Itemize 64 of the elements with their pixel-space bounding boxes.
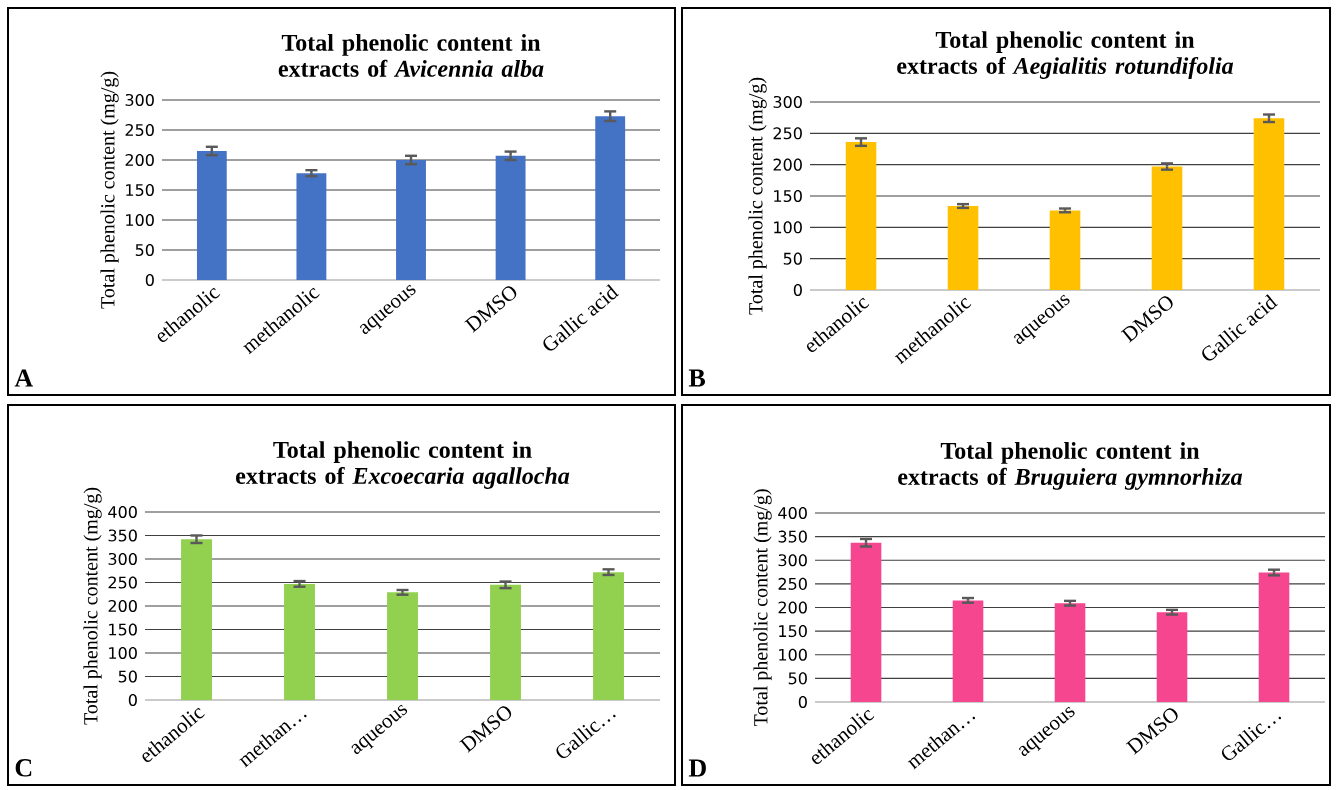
chart-title: Total phenolic content in extracts of Avicennia alba (278, 33, 544, 77)
y-tick-label: 400 (778, 506, 807, 520)
y-tick-label: 0 (128, 693, 137, 707)
y-tick-label: 50 (118, 670, 137, 683)
bar (850, 542, 882, 702)
bar (595, 116, 626, 280)
bar (387, 592, 418, 700)
y-axis-title: Total phenolic content (mg/g) (753, 489, 772, 727)
bar (1054, 603, 1086, 702)
y-tick-label: 300 (778, 554, 807, 567)
y-tick-label: 300 (108, 552, 137, 566)
y-axis-title: Total phenolic content (mg/g) (100, 71, 119, 309)
bar (181, 539, 212, 700)
bar (495, 155, 526, 280)
y-tick-label: 200 (125, 153, 154, 167)
y-axis-title: Total phenolic content (mg/g) (748, 77, 767, 315)
y-tick-label: 250 (773, 127, 802, 140)
text: C (15, 759, 32, 777)
text: B (688, 369, 706, 387)
chart-title: Total phenolic content in extracts of Excoecaria agallocha (236, 441, 570, 489)
y-tick-label: 100 (126, 213, 154, 227)
y-tick-label: 50 (135, 243, 154, 257)
bar (1049, 210, 1081, 290)
chart-title: Total phenolic content in extracts of Aegialitis rotundifolia (897, 31, 1234, 79)
bar (952, 600, 984, 702)
y-tick-label: 150 (109, 623, 137, 636)
y-axis-title: Total phenolic content (mg/g) (83, 487, 102, 725)
bar (947, 206, 979, 290)
y-tick-label: 250 (108, 576, 137, 589)
bar (593, 572, 624, 700)
bar (1156, 612, 1188, 702)
chart-title: Total phenolic content in extracts of Bruguiera gymnorhiza (898, 442, 1243, 490)
text: A (14, 369, 34, 387)
y-tick-label: 50 (783, 252, 802, 265)
bar (196, 150, 227, 280)
y-tick-label: 350 (108, 529, 137, 542)
bar (284, 583, 315, 700)
y-tick-label: 300 (773, 95, 802, 109)
y-tick-label: 150 (779, 625, 807, 638)
y-tick-label: 250 (778, 577, 807, 590)
bar (490, 584, 521, 700)
bar (396, 159, 426, 280)
y-tick-label: 100 (779, 648, 807, 661)
y-tick-label: 250 (125, 123, 154, 137)
bar (1253, 118, 1285, 290)
y-tick-label: 200 (773, 158, 802, 171)
y-tick-label: 150 (126, 183, 154, 197)
bar (1258, 572, 1290, 702)
y-tick-label: 0 (145, 273, 154, 287)
y-tick-label: 400 (108, 505, 137, 519)
text: D (688, 759, 706, 777)
y-tick-label: 100 (109, 646, 137, 660)
y-tick-label: 100 (774, 221, 802, 234)
y-tick-label: 200 (778, 601, 807, 614)
y-tick-label: 0 (798, 695, 807, 709)
y-tick-label: 300 (125, 93, 154, 107)
bar (1151, 166, 1183, 290)
bar (845, 142, 877, 290)
y-tick-label: 200 (108, 599, 137, 613)
bar (296, 173, 327, 280)
y-tick-label: 50 (788, 672, 807, 685)
y-tick-label: 350 (778, 530, 807, 543)
y-tick-label: 0 (793, 283, 802, 297)
y-tick-label: 150 (774, 189, 802, 203)
